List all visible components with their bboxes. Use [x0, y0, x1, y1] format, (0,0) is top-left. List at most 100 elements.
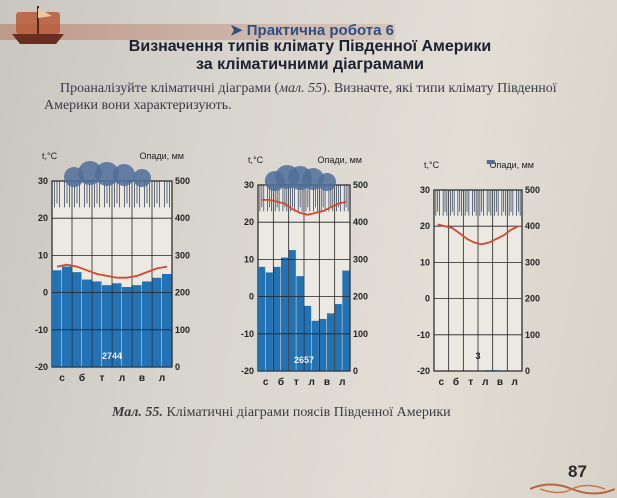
left-tick-label: 0 — [425, 294, 430, 304]
left-tick-label: 30 — [244, 180, 254, 190]
precip-bar — [132, 285, 142, 367]
right-axis-label: Опади, мм — [139, 151, 184, 161]
right-tick-label: 400 — [525, 221, 540, 231]
precip-bar — [265, 272, 273, 371]
main-title-line2: за кліматичними діаграмами — [195, 56, 425, 73]
cloud-puff — [318, 173, 336, 191]
page-ornament — [530, 483, 615, 495]
left-tick-label: -10 — [35, 325, 48, 335]
right-tick-label: 500 — [525, 185, 540, 195]
cloud-puff — [78, 161, 102, 185]
page-number: 87 — [568, 462, 587, 481]
cloud-icon — [264, 165, 336, 191]
left-tick-label: 30 — [420, 185, 430, 195]
temperature-line — [437, 223, 519, 246]
precip-bar — [281, 257, 289, 371]
precip-bar — [122, 287, 132, 367]
precip-total-label: 2657 — [294, 355, 314, 365]
cloud-puff — [133, 169, 151, 187]
precip-bar — [304, 305, 312, 371]
precip-bar — [273, 266, 281, 371]
left-tick-label: -20 — [417, 366, 430, 376]
precip-bar — [327, 313, 335, 371]
precip-bar — [258, 266, 266, 371]
right-tick-label: 0 — [353, 366, 358, 376]
month-label: б — [453, 376, 459, 388]
cloud-puff — [486, 160, 495, 164]
month-label: л — [511, 377, 517, 388]
precip-bar — [102, 285, 112, 367]
month-label: в — [324, 377, 330, 388]
main-title: Визначення типів клімату Південної Амери… — [75, 38, 545, 74]
left-tick-label: -10 — [417, 330, 430, 340]
precip-bar — [311, 320, 319, 371]
left-tick-label: 20 — [244, 217, 254, 227]
precip-bar — [319, 318, 327, 371]
left-tick-label: 0 — [43, 288, 48, 298]
precip-bar — [92, 281, 102, 367]
precip-bar — [112, 283, 122, 367]
month-label: т — [468, 377, 473, 388]
right-tick-label: 0 — [175, 362, 180, 372]
month-label: б — [79, 372, 85, 384]
left-axis-label: t,°C — [424, 160, 440, 170]
right-tick-label: 200 — [525, 294, 540, 304]
precip-bar — [82, 279, 92, 367]
cloud-icon — [486, 160, 495, 164]
cloud-icon — [64, 161, 151, 187]
temperature-line — [56, 263, 168, 279]
precip-bar — [72, 272, 82, 367]
main-title-line1: Визначення типів клімату Південної Амери… — [128, 38, 492, 55]
right-axis-label: Опади, мм — [489, 160, 534, 170]
month-label: с — [59, 373, 65, 384]
precip-bar — [152, 277, 162, 367]
caption-label: Мал. 55. — [112, 405, 163, 420]
month-label: т — [100, 373, 105, 384]
header-banner — [0, 24, 395, 40]
left-axis-label: t,°C — [248, 155, 264, 165]
right-tick-label: 300 — [353, 254, 368, 264]
left-tick-label: -20 — [241, 366, 254, 376]
precip-total-label: 3 — [475, 351, 480, 361]
left-tick-label: 0 — [249, 292, 254, 302]
right-tick-label: 200 — [175, 288, 190, 298]
cloud-puff — [113, 164, 135, 186]
month-label: в — [497, 377, 503, 388]
cloud-puff — [95, 162, 119, 186]
left-tick-label: 10 — [38, 250, 48, 260]
precip-bar — [142, 281, 152, 367]
right-tick-label: 400 — [175, 213, 190, 223]
figure-reference: мал. 55 — [279, 81, 323, 96]
month-label: с — [439, 377, 445, 388]
instructions-paragraph: Проаналізуйте кліматичні діаграми (мал. … — [44, 80, 564, 114]
right-axis-label: Опади, мм — [317, 155, 362, 165]
right-tick-label: 0 — [525, 366, 530, 376]
caption-text: Кліматичні діаграми поясів Південної Аме… — [162, 405, 451, 420]
precip-bar — [288, 250, 296, 371]
temperature-line — [261, 198, 347, 216]
work-title: ➤ Практична робота 6 — [230, 22, 394, 39]
arrow-icon: ➤ — [230, 22, 247, 39]
right-tick-label: 500 — [353, 180, 368, 190]
right-tick-label: 300 — [175, 250, 190, 260]
month-label: л — [119, 373, 125, 384]
month-label: л — [339, 377, 345, 388]
month-label: л — [308, 377, 314, 388]
precip-bar — [62, 266, 72, 367]
precip-bar — [296, 276, 304, 371]
right-tick-label: 300 — [525, 257, 540, 267]
month-label: с — [263, 377, 269, 388]
left-tick-label: 10 — [420, 257, 430, 267]
left-tick-label: 20 — [420, 221, 430, 231]
instructions-text-2: ). Визначте, які типи клімату Південної … — [44, 81, 557, 113]
right-tick-label: 500 — [175, 176, 190, 186]
month-label: л — [159, 373, 165, 384]
figure-caption: Мал. 55. Кліматичні діаграми поясів Півд… — [112, 405, 451, 421]
month-label: т — [294, 377, 299, 388]
left-tick-label: 20 — [38, 213, 48, 223]
instructions-text-1: Проаналізуйте кліматичні діаграми ( — [60, 81, 280, 96]
month-label: в — [139, 373, 145, 384]
